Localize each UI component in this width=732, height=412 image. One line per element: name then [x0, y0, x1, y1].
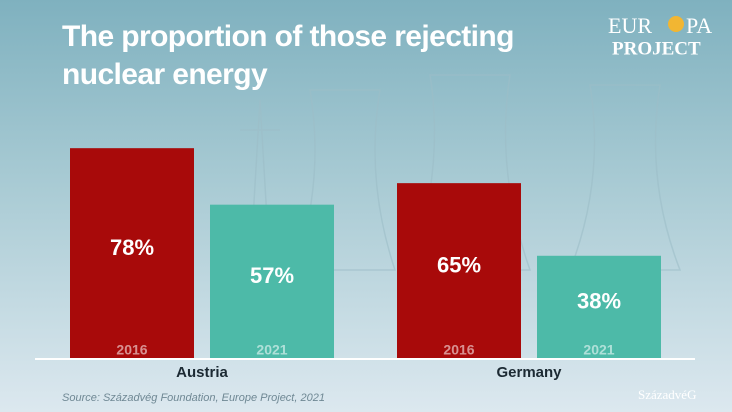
x-tick-label: Germany [496, 364, 562, 381]
value-label: 78% [110, 235, 154, 260]
x-tick-label: Austria [176, 364, 228, 381]
series-label: 2021 [256, 342, 287, 358]
logo-text: PA [686, 13, 712, 38]
logo-pin [668, 16, 684, 32]
value-label: 57% [250, 263, 294, 288]
series-label: 2021 [583, 342, 614, 358]
tower-decoration [240, 74, 682, 271]
series-label: 2016 [116, 342, 147, 358]
bar [210, 204, 334, 358]
bar [537, 255, 661, 358]
publisher-logo: SzázadvéG [638, 387, 696, 402]
value-label: 65% [437, 252, 481, 277]
bar [70, 148, 194, 358]
source: Source: Századvég Foundation, Europe Pro… [62, 392, 325, 404]
logo-text: EUR [608, 13, 652, 38]
logo-text: PROJECT [612, 38, 701, 59]
series-label: 2016 [443, 342, 474, 358]
value-label: 38% [577, 289, 621, 314]
chart-title: The proportion of those rejecting nuclea… [62, 20, 514, 91]
bar [397, 183, 521, 358]
